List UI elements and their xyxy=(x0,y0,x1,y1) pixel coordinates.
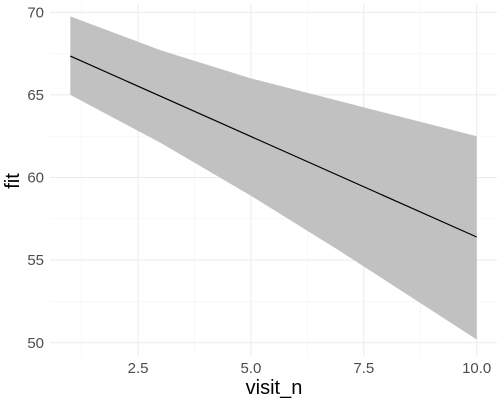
y-axis-ticks: 50 55 60 65 70 xyxy=(27,4,44,352)
x-tick-label: 10.0 xyxy=(462,360,491,377)
y-tick-label: 50 xyxy=(27,335,44,352)
x-axis-ticks: 2.5 5.0 7.5 10.0 xyxy=(128,360,492,377)
x-tick-label: 5.0 xyxy=(240,360,261,377)
fit-line-layer xyxy=(70,55,477,238)
confidence-band xyxy=(70,16,477,340)
fit-line xyxy=(70,55,477,238)
confidence-band-layer xyxy=(70,16,477,340)
y-tick-label: 70 xyxy=(27,4,44,21)
x-tick-label: 7.5 xyxy=(353,360,374,377)
x-axis-title: visit_n xyxy=(246,377,303,399)
y-tick-label: 60 xyxy=(27,170,44,187)
y-tick-label: 65 xyxy=(27,87,44,104)
y-tick-label: 55 xyxy=(27,252,44,269)
x-tick-label: 2.5 xyxy=(128,360,149,377)
y-axis-title: fit xyxy=(2,173,24,189)
